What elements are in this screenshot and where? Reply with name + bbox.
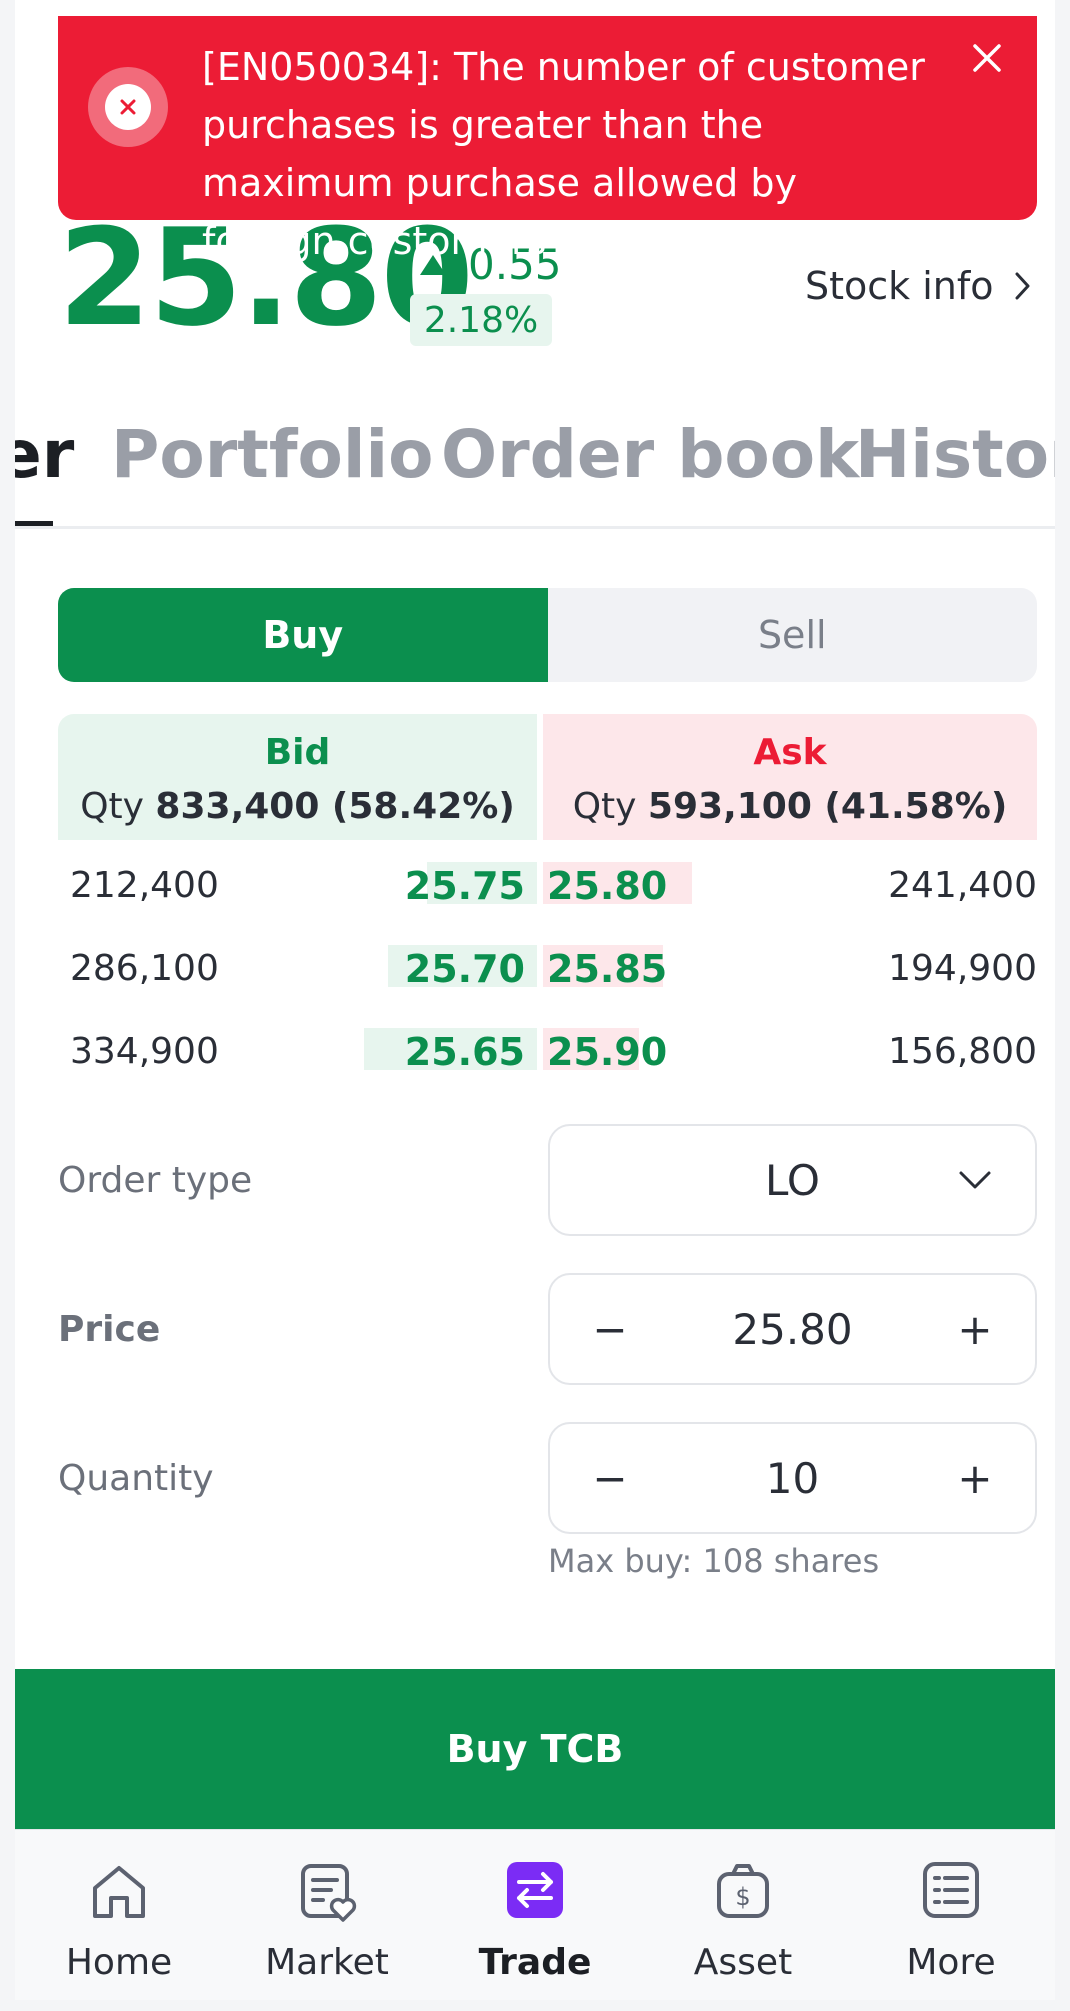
- price-increase-button[interactable]: +: [957, 1304, 993, 1354]
- bid-qty-cell: 334,900: [70, 1031, 219, 1072]
- chevron-down-icon: [925, 1126, 1025, 1234]
- order-type-value: LO: [765, 1155, 820, 1205]
- bid-qty-cell: 286,100: [70, 948, 219, 989]
- submit-buy-button[interactable]: Buy TCB: [15, 1669, 1055, 1829]
- bid-qty-value: 833,400 (58.42%): [155, 786, 515, 827]
- nav-item-more[interactable]: More: [847, 1830, 1055, 2000]
- change-percent-badge: 2.18%: [410, 294, 552, 346]
- stock-info-link[interactable]: Stock info: [805, 264, 1032, 308]
- ask-qty-cell: 241,400: [888, 865, 1037, 906]
- nav-item-home[interactable]: Home: [15, 1830, 223, 2000]
- quantity-label: Quantity: [58, 1458, 214, 1499]
- buy-sell-toggle: Buy Sell: [58, 588, 1037, 682]
- bid-qty-label: Qty: [80, 786, 144, 827]
- market-icon: [301, 1864, 357, 1922]
- bid-volume-bar: [364, 1028, 537, 1070]
- error-message: [EN050034]: The number of customer purch…: [202, 45, 925, 263]
- chevron-right-icon: [1015, 272, 1030, 300]
- nav-item-asset[interactable]: $ Asset: [639, 1830, 847, 2000]
- nav-label: Asset: [693, 1942, 793, 1983]
- quantity-decrease-button[interactable]: −: [592, 1453, 628, 1503]
- price-input[interactable]: 25.80: [732, 1304, 853, 1354]
- price-change: 0.55: [420, 240, 562, 289]
- quantity-input[interactable]: 10: [765, 1453, 820, 1503]
- ask-title: Ask: [753, 732, 827, 773]
- order-type-label: Order type: [58, 1160, 253, 1201]
- up-arrow-icon: [420, 254, 446, 275]
- bid-title: Bid: [264, 732, 331, 773]
- nav-label: Home: [65, 1942, 173, 1983]
- bid-volume-bar: [426, 862, 537, 904]
- bid-price-cell[interactable]: 25.75: [404, 864, 525, 908]
- order-type-select[interactable]: LO: [548, 1124, 1037, 1236]
- error-toast: [EN050034]: The number of customer purch…: [58, 16, 1037, 263]
- tab-order[interactable]: er: [15, 416, 75, 493]
- ask-qty-cell: 156,800: [888, 1031, 1037, 1072]
- stock-info-label: Stock info: [805, 264, 994, 308]
- bottom-nav: Home Market Trade $ Asset: [15, 1829, 1055, 2000]
- error-icon: [88, 67, 168, 147]
- price-stepper: − 25.80 +: [548, 1273, 1037, 1385]
- bid-volume-bar: [388, 945, 537, 987]
- bid-qty: Qty 833,400 (58.42%): [58, 778, 537, 836]
- nav-item-trade[interactable]: Trade: [431, 1830, 639, 2000]
- price-decrease-button[interactable]: −: [592, 1304, 628, 1354]
- nav-label: More: [906, 1942, 996, 1983]
- price-label: Price: [58, 1309, 161, 1350]
- quantity-stepper: − 10 +: [548, 1422, 1037, 1534]
- ask-price-cell[interactable]: 25.90: [547, 1030, 668, 1074]
- tab-history[interactable]: History: [855, 416, 1055, 493]
- trade-tabs: er Portfolio Order book History: [15, 405, 1055, 529]
- buy-toggle-button[interactable]: Buy: [58, 588, 548, 682]
- bid-price-cell[interactable]: 25.70: [404, 947, 525, 991]
- max-buy-hint: Max buy: 108 shares: [548, 1542, 880, 1580]
- ask-qty-value: 593,100 (41.58%): [647, 786, 1008, 827]
- trade-icon: [507, 1862, 563, 1918]
- tab-portfolio[interactable]: Portfolio: [111, 416, 434, 493]
- ask-volume-bar: [543, 1028, 639, 1070]
- asset-icon: $: [717, 1864, 769, 1918]
- last-price: 25.80: [58, 200, 474, 356]
- trade-screen: [EN050034]: The number of customer purch…: [15, 0, 1055, 2000]
- order-book-row[interactable]: 212,400 25.75 25.80 241,400: [15, 856, 1055, 916]
- bid-summary: Bid Qty 833,400 (58.42%): [58, 714, 537, 840]
- ask-volume-bar: [543, 945, 663, 987]
- order-book-row[interactable]: 286,100 25.70 25.85 194,900: [15, 939, 1055, 999]
- ask-price-cell[interactable]: 25.80: [547, 864, 668, 908]
- active-tab-indicator: [15, 521, 53, 526]
- order-book-row[interactable]: 334,900 25.65 25.90 156,800: [15, 1022, 1055, 1082]
- sell-toggle-button[interactable]: Sell: [757, 613, 827, 657]
- close-icon[interactable]: [967, 38, 1007, 78]
- ask-qty-label: Qty: [572, 786, 637, 827]
- ask-summary: Ask Qty 593,100 (41.58%): [543, 714, 1037, 840]
- quantity-increase-button[interactable]: +: [957, 1453, 993, 1503]
- ask-qty-cell: 194,900: [888, 948, 1037, 989]
- more-icon: [923, 1862, 979, 1918]
- nav-label: Market: [265, 1942, 389, 1983]
- nav-item-market[interactable]: Market: [223, 1830, 431, 2000]
- ask-volume-bar: [543, 862, 692, 904]
- nav-label: Trade: [478, 1942, 592, 1983]
- svg-text:$: $: [735, 1883, 750, 1911]
- change-value: 0.55: [468, 240, 562, 289]
- tab-order-book[interactable]: Order book: [441, 416, 860, 493]
- ask-price-cell[interactable]: 25.85: [547, 947, 668, 991]
- ask-qty: Qty 593,100 (41.58%): [543, 778, 1037, 836]
- home-icon: [93, 1866, 145, 1918]
- bid-qty-cell: 212,400: [70, 865, 219, 906]
- bid-price-cell[interactable]: 25.65: [404, 1030, 525, 1074]
